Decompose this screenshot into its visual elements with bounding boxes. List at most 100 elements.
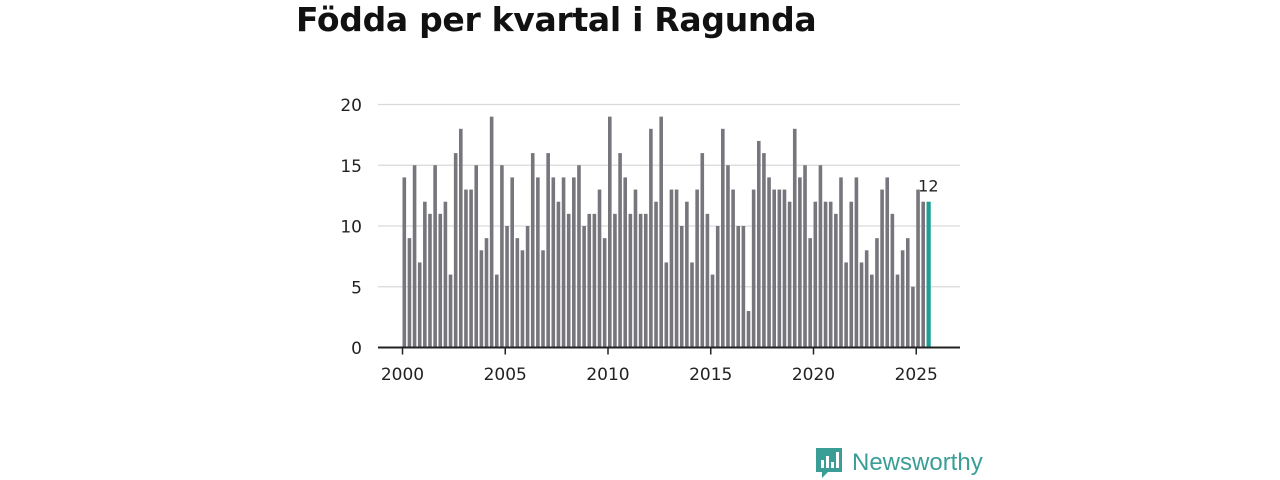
bar [433,165,437,348]
bar [643,213,648,348]
bar [823,201,828,348]
bar [510,177,514,348]
bar [577,165,581,348]
bar [500,165,504,348]
bar [484,238,489,348]
bar [505,226,509,348]
bar [736,226,741,348]
bar [818,165,823,348]
bar [679,226,684,348]
bar [494,274,499,348]
bar [618,153,622,348]
bar [685,201,689,348]
bar [453,153,458,348]
bar [808,238,812,348]
bar [782,189,787,348]
bar [546,153,550,348]
bar [438,213,443,348]
y-tick-label: 10 [340,218,362,238]
bar [690,262,694,348]
bar [751,189,756,348]
chart-logo-icon [816,448,842,478]
newsworthy-logo: Newsworthy [814,446,983,480]
y-tick-label: 15 [340,157,362,177]
bar [423,201,427,348]
bar [566,213,571,348]
x-tick-label: 2010 [586,365,629,385]
bar [443,201,448,348]
bar [849,201,854,348]
bar [895,274,900,348]
bar [602,238,607,348]
bar [459,128,463,348]
bar [844,262,848,348]
bar [638,213,643,348]
highlight-bar [926,201,931,348]
bar [402,177,407,348]
bar [633,189,638,348]
bar [834,213,838,348]
bar [582,226,586,348]
bar [839,177,843,348]
bar [880,189,884,348]
bar [530,153,535,348]
bar [864,250,869,348]
bar [572,177,576,348]
bar [613,213,617,348]
bar [828,201,833,348]
bar [705,213,710,348]
bar [587,213,592,348]
bar [792,128,797,348]
bar [448,274,453,348]
bar [551,177,556,348]
y-tick-label: 0 [351,339,362,359]
bar [659,116,663,348]
bar [628,213,633,348]
bar [597,189,602,348]
x-tick-label: 2000 [381,365,424,385]
bar [741,226,746,348]
bar [561,177,566,348]
bar [479,250,484,348]
data-label: 12 [918,177,938,196]
bar [875,238,879,348]
bar [536,177,540,348]
bar [772,189,776,348]
bar [489,116,494,348]
bar [921,201,925,348]
bar [520,250,525,348]
bar [428,213,432,348]
bar [777,189,782,348]
bar [803,165,807,348]
bar [726,165,730,348]
bar [469,189,473,348]
bar [695,189,699,348]
bar [664,262,669,348]
bar [623,177,628,348]
bar [813,201,818,348]
bar [654,201,658,348]
bar [859,262,864,348]
bar [762,153,766,348]
bar [715,226,720,348]
bar [515,238,520,348]
chart-title: Födda per kvartal i Ragunda [296,0,817,39]
bar [649,128,653,348]
bar [767,177,771,348]
bar [721,128,725,348]
bar [870,274,874,348]
brand-name: Newsworthy [852,449,983,476]
y-tick-label: 5 [351,278,362,298]
bar [556,201,561,348]
bar [464,189,468,348]
bar [669,189,674,348]
bar [525,226,530,348]
x-tick-label: 2015 [689,365,732,385]
bar [731,189,735,348]
bar [905,238,910,348]
bar [674,189,679,348]
bar [710,274,715,348]
bar [407,238,412,348]
bar [787,201,792,348]
